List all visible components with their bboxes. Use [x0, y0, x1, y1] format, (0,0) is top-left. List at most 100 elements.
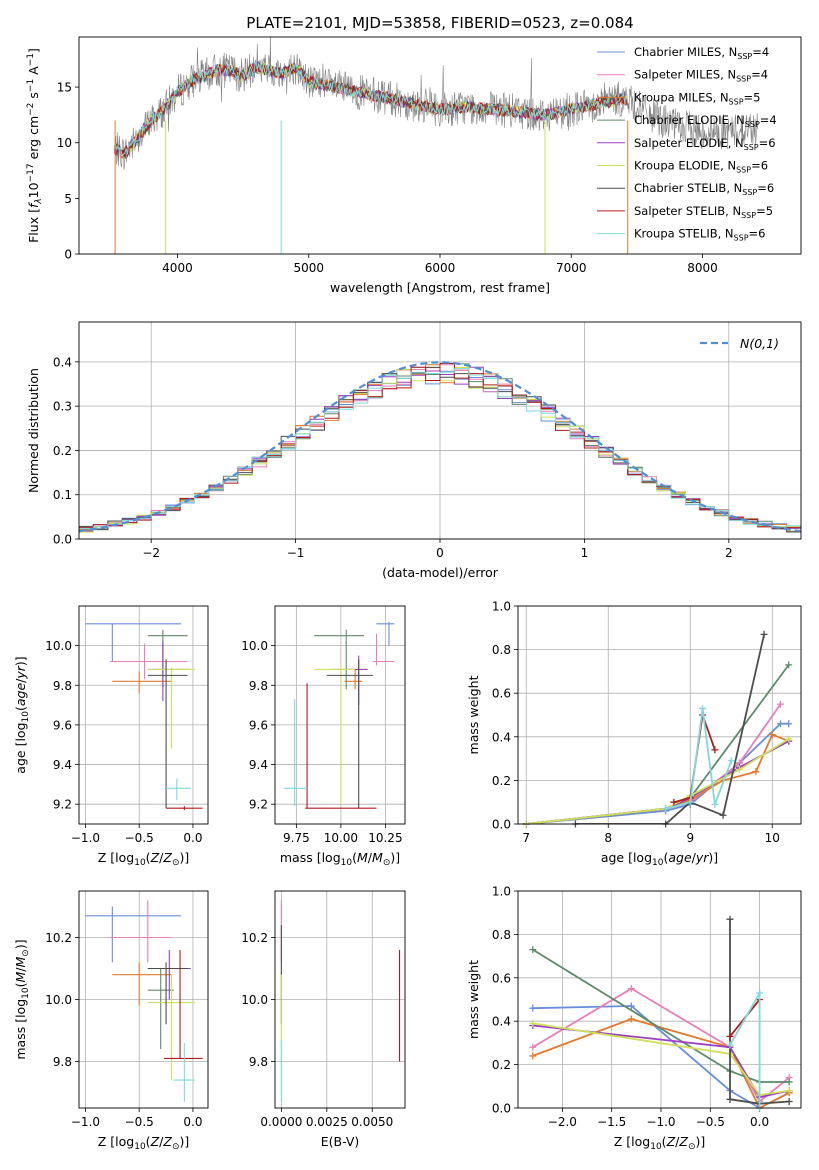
- y-tick-label: 9.2: [53, 798, 72, 812]
- y-tick-label: 0.8: [492, 643, 511, 657]
- axes-frame: [517, 605, 802, 825]
- y-tick-label: 0.0: [492, 1102, 511, 1116]
- x-tick-label: −0.5: [125, 831, 154, 845]
- series-line: [575, 634, 765, 824]
- series-marker: [719, 811, 727, 819]
- y-tick-label: 9.8: [249, 679, 268, 693]
- y-tick-label: 0.8: [492, 928, 511, 942]
- series-marker: [627, 1015, 635, 1023]
- y-tick-label: 10.0: [241, 993, 268, 1007]
- age_vs_Z-panel: −1.0 −0.5 0.0 9.2 9.4 9.6 9.8 10.0 Z [log10(Z/Z⊙…: [13, 605, 209, 868]
- y-tick-label: 9.2: [249, 798, 268, 812]
- model-spectrum-line: [114, 63, 628, 157]
- y-tick-label: 9.4: [249, 758, 268, 772]
- model-spectrum-line: [113, 61, 628, 156]
- series-marker: [735, 766, 743, 773]
- y-tick-label: 10.2: [45, 931, 72, 945]
- y-tick-label: 0.1: [53, 488, 72, 502]
- series-marker: [785, 1078, 793, 1086]
- legend-entry: Salpeter STELIB, NSSP=5: [634, 204, 773, 220]
- legend-entry: Salpeter ELODIE, NSSP=6: [634, 136, 776, 152]
- residuals-panel: −2 −1 0 1 2 0.0 0.1 0.2 0.3 0.4 (data-model)/error…: [26, 321, 802, 580]
- series-marker: [726, 1041, 734, 1049]
- legend-entry: Chabrier ELODIE, NSSP=4: [634, 113, 777, 129]
- y-tick-label: 10: [57, 136, 72, 150]
- series-line: [729, 919, 790, 1105]
- y-tick-label: 0.3: [53, 400, 72, 414]
- series-marker: [711, 746, 719, 754]
- series-marker: [776, 700, 784, 708]
- x-tick-label: 8000: [687, 261, 718, 275]
- y-tick-label: 10.0: [45, 639, 72, 653]
- series-marker: [785, 661, 793, 669]
- histogram-step: [79, 368, 801, 533]
- y-tick-label: 9.4: [53, 758, 72, 772]
- mass_vs_Z-panel: −1.0 −0.5 0.0 9.8 10.0 10.2 Z [log10(Z/Z⊙)] mas…: [13, 890, 209, 1152]
- y-tick-label: 9.8: [249, 1055, 268, 1069]
- y-tick-label: 1.0: [492, 600, 511, 614]
- series-marker: [726, 1032, 734, 1040]
- x-tick-label: 10.25: [368, 831, 402, 845]
- x-tick-label: 4000: [162, 261, 193, 275]
- legend-entry: Kroupa MILES, NSSP=5: [634, 90, 760, 106]
- normal-curve-line: [79, 361, 801, 533]
- massweight_vs_age-panel: 7 8 9 10 0.0 0.2 0.4 0.6 0.8 1.0 age [log10(age/yr…: [466, 600, 802, 868]
- axes-frame: [274, 890, 406, 1109]
- series-marker: [785, 1087, 793, 1095]
- series-marker: [726, 1095, 734, 1103]
- x-axis-label: (data-model)/error: [382, 565, 499, 580]
- x-tick-label: 0: [436, 546, 444, 560]
- y-tick-label: 0: [64, 248, 72, 262]
- legend-entry: N(0,1): [740, 336, 779, 351]
- y-tick-label: 15: [57, 81, 72, 95]
- series-line: [526, 703, 782, 824]
- x-axis-label: Z [log10(Z/Z⊙)]: [98, 850, 190, 868]
- x-axis-label: E(B-V): [321, 1134, 360, 1149]
- series-marker: [756, 989, 764, 997]
- series-marker: [627, 985, 635, 993]
- y-tick-label: 5: [64, 192, 72, 206]
- series-marker: [785, 735, 793, 743]
- x-axis-label: mass [log10(M/M⊙)]: [280, 850, 400, 868]
- x-tick-label: 0.0: [183, 831, 202, 845]
- y-tick-label: 9.8: [53, 1055, 72, 1069]
- series-line: [526, 664, 790, 824]
- axes-frame: [274, 605, 406, 825]
- x-tick-label: 10: [765, 831, 780, 845]
- x-tick-label: 9.75: [283, 831, 310, 845]
- series-marker: [785, 720, 793, 728]
- x-tick-label: −2: [142, 546, 160, 560]
- legend-entry: Kroupa ELODIE, NSSP=6: [634, 159, 768, 175]
- y-tick-label: 0.4: [53, 355, 72, 369]
- series-line: [532, 1022, 790, 1096]
- x-tick-label: 8: [604, 831, 612, 845]
- figure-title: PLATE=2101, MJD=53858, FIBERID=0523, z=0…: [246, 14, 633, 32]
- axes-frame: [517, 890, 802, 1109]
- y-tick-label: 10.2: [241, 931, 268, 945]
- mass_vs_ebv-panel: 0.0000 0.0025 0.0050 9.8 10.0 10.2 E(B-V): [241, 890, 406, 1149]
- legend-entry: Chabrier MILES, NSSP=4: [634, 45, 769, 61]
- y-tick-label: 9.6: [53, 718, 72, 732]
- age_vs_mass-panel: 9.75 10.00 10.25 9.2 9.4 9.6 9.8 10.0 mass [log1…: [241, 605, 406, 868]
- y-tick-label: 10.0: [241, 639, 268, 653]
- x-tick-label: 7000: [556, 261, 587, 275]
- y-tick-label: 10.0: [45, 993, 72, 1007]
- series-marker: [529, 1019, 537, 1027]
- y-tick-label: 9.8: [53, 679, 72, 693]
- x-tick-label: −1.0: [71, 831, 100, 845]
- x-axis-label: wavelength [Angstrom, rest frame]: [330, 280, 550, 295]
- series-marker: [785, 1097, 793, 1105]
- series-marker: [699, 704, 707, 712]
- y-tick-label: 1.0: [492, 885, 511, 899]
- y-tick-label: 0.2: [492, 1058, 511, 1072]
- x-tick-label: 1: [581, 546, 589, 560]
- x-tick-label: 0.0050: [351, 1115, 393, 1129]
- legend-entry: Kroupa STELIB, NSSP=6: [634, 227, 765, 243]
- series-marker: [727, 757, 735, 765]
- series-marker: [686, 798, 694, 806]
- axes-frame: [78, 605, 209, 825]
- x-axis-label: Z [log10(Z/Z⊙)]: [98, 1134, 190, 1152]
- x-tick-label: −1.0: [646, 1115, 675, 1129]
- y-tick-label: 0.4: [492, 1015, 511, 1029]
